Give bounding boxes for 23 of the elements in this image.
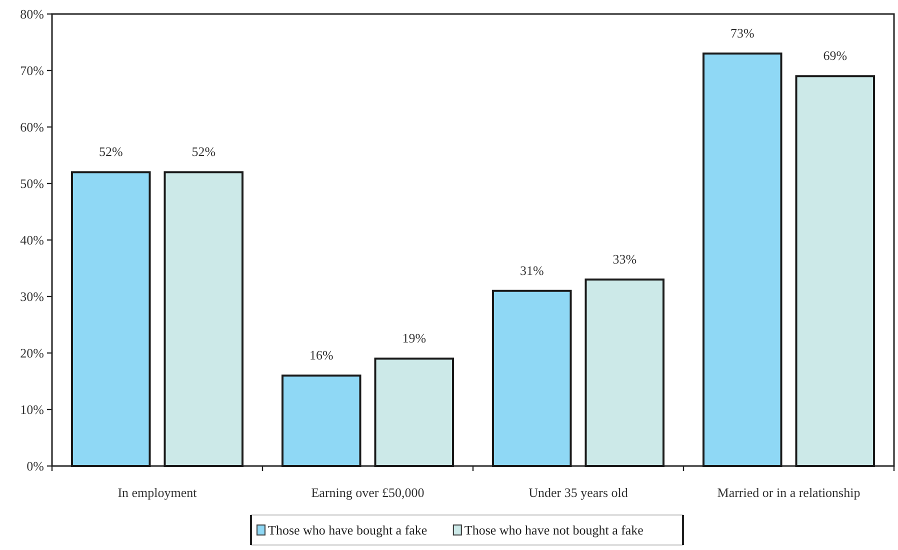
x-tick-label: Earning over £50,000: [311, 485, 424, 500]
y-tick-label: 20%: [20, 346, 44, 361]
y-tick-label: 30%: [20, 289, 44, 304]
data-label: 73%: [730, 26, 754, 41]
data-label: 33%: [612, 252, 637, 267]
y-tick-label: 70%: [20, 63, 44, 78]
y-tick-label: 0%: [26, 458, 44, 474]
y-tick-label: 50%: [20, 176, 44, 192]
y-tick-label: 10%: [20, 402, 44, 418]
data-label: 52%: [98, 144, 123, 160]
y-tick-label: 60%: [20, 120, 44, 135]
legend-label: Those who have bought a fake: [268, 522, 428, 538]
data-label: 69%: [823, 48, 848, 64]
data-label: 31%: [520, 262, 544, 278]
data-label: 19%: [402, 330, 426, 346]
legend-label: Those who have not bought a fake: [464, 522, 644, 538]
y-tick-label: 80%: [20, 6, 44, 22]
data-label: 52%: [192, 144, 216, 160]
x-tick-label: Under 35 years old: [528, 485, 628, 500]
x-tick-label: Married or in a relationship: [717, 485, 860, 500]
y-tick-label: 40%: [20, 232, 44, 248]
data-label: 16%: [309, 348, 334, 363]
x-tick-label: In employment: [118, 485, 198, 500]
